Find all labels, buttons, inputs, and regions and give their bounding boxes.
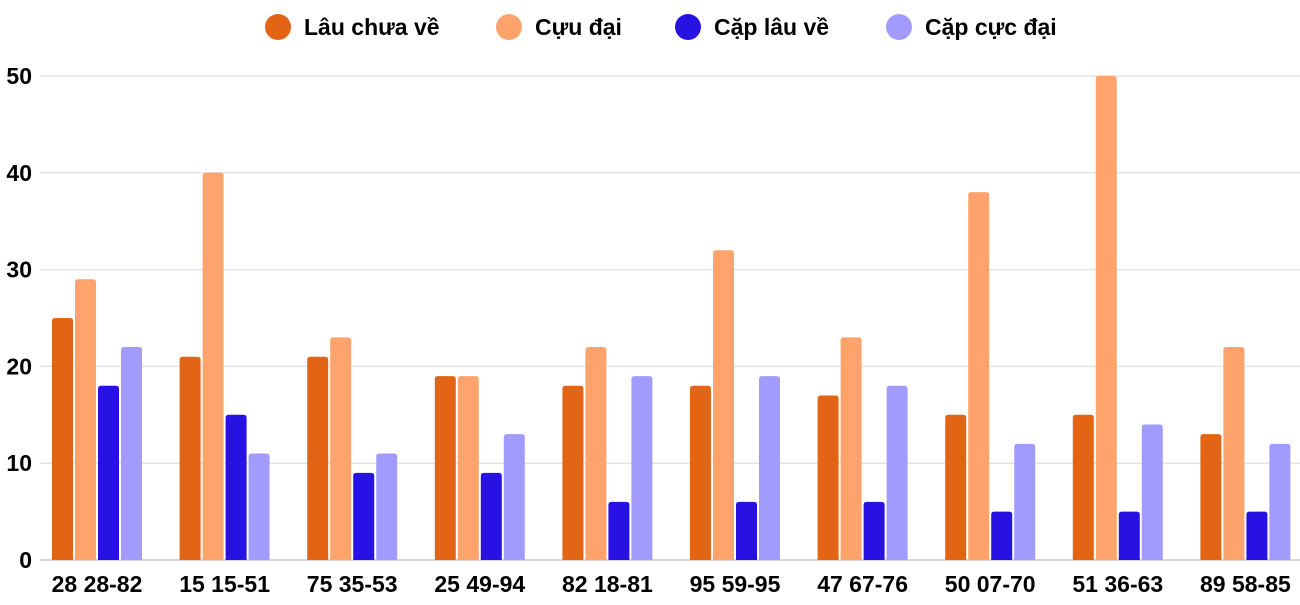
x-tick-label: 50 07-70 xyxy=(945,571,1036,597)
bar xyxy=(179,356,201,560)
legend-label: Cựu đại xyxy=(535,14,622,40)
legend: Lâu chưa về Cựu đại Cặp lâu về Cặp cực đại xyxy=(265,14,1057,40)
bar xyxy=(376,453,398,560)
y-tick-label: 10 xyxy=(6,450,32,476)
x-tick-label: 82 18-81 xyxy=(562,571,653,597)
x-tick-label: 75 35-53 xyxy=(307,571,398,597)
bar xyxy=(863,501,885,560)
bar xyxy=(1223,347,1245,560)
bar xyxy=(1246,511,1268,560)
bar xyxy=(736,501,757,560)
x-tick-label: 15 15-51 xyxy=(179,571,270,597)
bar xyxy=(608,501,630,560)
bars xyxy=(52,76,1291,561)
x-tick-label: 51 36-63 xyxy=(1072,571,1163,597)
legend-marker xyxy=(496,14,522,40)
bar xyxy=(1095,76,1117,560)
x-tick-label: 25 49-94 xyxy=(434,571,525,597)
bar xyxy=(248,453,270,560)
y-tick-label: 20 xyxy=(6,353,32,379)
bar xyxy=(759,376,780,560)
bar xyxy=(562,385,584,560)
bar xyxy=(52,318,73,560)
bar xyxy=(307,356,329,560)
bar xyxy=(457,376,479,560)
y-tick-label: 30 xyxy=(6,257,32,283)
legend-marker xyxy=(265,14,291,40)
y-tick-label: 50 xyxy=(6,63,32,89)
y-axis: 0 10 20 30 40 50 xyxy=(6,63,32,573)
legend-label: Cặp cực đại xyxy=(925,14,1057,40)
legend-marker xyxy=(675,14,701,40)
bar xyxy=(886,385,908,560)
x-tick-label: 28 28-82 xyxy=(52,571,143,597)
bar xyxy=(840,337,862,560)
bar xyxy=(1118,511,1140,560)
bar xyxy=(968,192,990,560)
bar xyxy=(75,279,96,560)
bar xyxy=(1072,414,1094,560)
bar xyxy=(1141,424,1163,560)
bar xyxy=(945,414,967,560)
bar xyxy=(817,395,839,560)
bar xyxy=(480,472,502,560)
y-tick-label: 0 xyxy=(19,547,32,573)
bar xyxy=(1200,434,1222,560)
bar xyxy=(98,385,119,560)
x-axis: 28 28-82 15 15-51 75 35-53 25 49-94 82 18-81… xyxy=(52,571,1291,597)
legend-label: Cặp lâu về xyxy=(714,14,829,40)
x-tick-label: 47 67-76 xyxy=(817,571,908,597)
legend-marker xyxy=(886,14,912,40)
y-tick-label: 40 xyxy=(6,160,32,186)
bar xyxy=(503,434,525,560)
bar xyxy=(330,337,352,560)
bar xyxy=(434,376,456,560)
bar xyxy=(713,250,734,561)
bar xyxy=(690,385,711,560)
bar xyxy=(121,347,142,560)
bar xyxy=(1269,443,1291,560)
bar xyxy=(225,414,247,560)
x-tick-label: 89 58-85 xyxy=(1200,571,1291,597)
bar xyxy=(991,511,1013,560)
bar xyxy=(1014,443,1036,560)
bar xyxy=(631,376,653,560)
x-tick-label: 95 59-95 xyxy=(690,571,781,597)
bar xyxy=(585,347,607,560)
legend-label: Lâu chưa về xyxy=(304,14,440,40)
bar xyxy=(202,172,224,561)
bar xyxy=(353,472,375,560)
